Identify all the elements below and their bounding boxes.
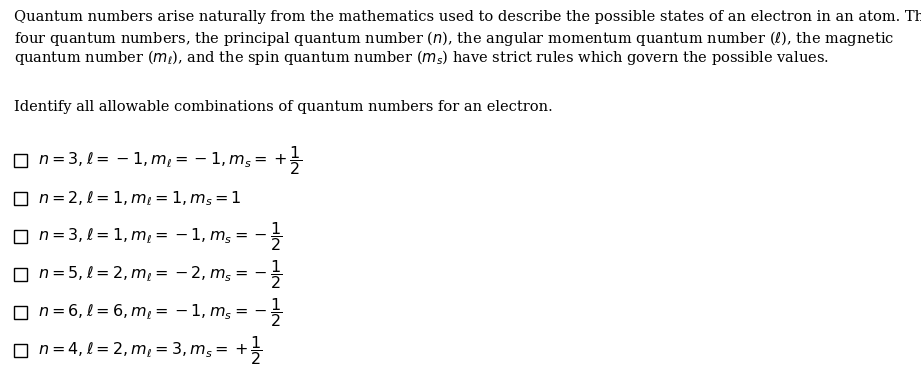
Bar bbox=[14, 306, 27, 319]
Bar bbox=[14, 192, 27, 205]
Bar bbox=[14, 230, 27, 243]
Text: $n = 2, \ell = 1, m_\ell = 1, m_s = 1$: $n = 2, \ell = 1, m_\ell = 1, m_s = 1$ bbox=[38, 189, 241, 208]
Bar bbox=[14, 154, 27, 167]
Bar bbox=[14, 268, 27, 281]
Text: Quantum numbers arise naturally from the mathematics used to describe the possib: Quantum numbers arise naturally from the… bbox=[14, 10, 921, 24]
Text: $n = 5, \ell = 2, m_\ell = -2, m_s = -\dfrac{1}{2}$: $n = 5, \ell = 2, m_\ell = -2, m_s = -\d… bbox=[38, 258, 283, 291]
Text: $n = 3, \ell = -1, m_\ell = -1, m_s = +\dfrac{1}{2}$: $n = 3, \ell = -1, m_\ell = -1, m_s = +\… bbox=[38, 144, 302, 177]
Bar bbox=[14, 344, 27, 357]
Text: quantum number ($m_\ell$), and the spin quantum number ($m_s$) have strict rules: quantum number ($m_\ell$), and the spin … bbox=[14, 48, 829, 67]
Text: four quantum numbers, the principal quantum number ($n$), the angular momentum q: four quantum numbers, the principal quan… bbox=[14, 29, 894, 48]
Text: $n = 4, \ell = 2, m_\ell = 3, m_s = +\dfrac{1}{2}$: $n = 4, \ell = 2, m_\ell = 3, m_s = +\df… bbox=[38, 334, 262, 367]
Text: $n = 6, \ell = 6, m_\ell = -1, m_s = -\dfrac{1}{2}$: $n = 6, \ell = 6, m_\ell = -1, m_s = -\d… bbox=[38, 296, 283, 329]
Text: $n = 3, \ell = 1, m_\ell = -1, m_s = -\dfrac{1}{2}$: $n = 3, \ell = 1, m_\ell = -1, m_s = -\d… bbox=[38, 220, 283, 253]
Text: Identify all allowable combinations of quantum numbers for an electron.: Identify all allowable combinations of q… bbox=[14, 100, 553, 114]
